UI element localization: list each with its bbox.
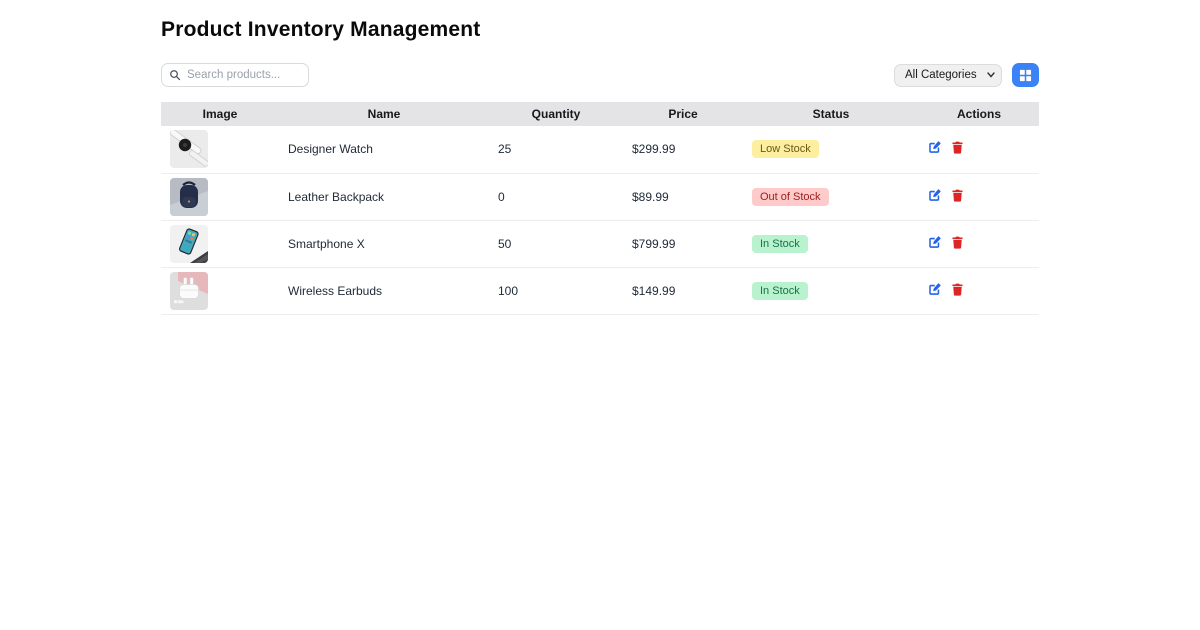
product-quantity: 100	[489, 267, 623, 315]
status-badge: Low Stock	[752, 140, 819, 159]
edit-icon	[929, 188, 941, 201]
page-title: Product Inventory Management	[161, 18, 481, 41]
status-cell: Out of Stock	[743, 173, 919, 221]
backpack-image	[170, 177, 208, 216]
toolbar-right: All Categories	[894, 63, 1039, 87]
status-cell: In Stock	[743, 267, 919, 315]
search-box	[161, 63, 309, 87]
actions-cell	[919, 126, 1039, 174]
table-header-row: Image Name Quantity Price Status Actions	[161, 102, 1039, 126]
product-name: Wireless Earbuds	[279, 267, 489, 315]
category-filter-wrap: All Categories	[894, 63, 1002, 87]
actions-cell	[919, 220, 1039, 268]
trash-icon	[952, 189, 963, 202]
search-icon	[170, 70, 181, 81]
edit-button[interactable]	[928, 141, 941, 154]
status-cell: Low Stock	[743, 126, 919, 174]
edit-button[interactable]	[928, 188, 941, 202]
product-quantity: 50	[489, 220, 623, 268]
delete-button[interactable]	[951, 236, 964, 249]
image-cell	[161, 267, 279, 315]
status-badge: In Stock	[752, 281, 808, 300]
table-row: Wireless Earbuds 100 $149.99 In Stock	[161, 267, 1039, 315]
image-cell	[161, 126, 279, 174]
product-price: $149.99	[623, 267, 743, 315]
delete-button[interactable]	[951, 189, 964, 202]
product-thumbnail	[170, 224, 208, 263]
actions-cell	[919, 173, 1039, 221]
product-quantity: 0	[489, 173, 623, 221]
column-header-image: Image	[161, 102, 279, 126]
column-header-status: Status	[743, 102, 919, 126]
view-toggle-button[interactable]	[1012, 63, 1039, 87]
trash-icon	[952, 283, 963, 296]
main-content: Product Inventory Management All Categor…	[161, 18, 1039, 315]
actions-cell	[919, 267, 1039, 315]
product-price: $89.99	[623, 173, 743, 221]
status-badge: In Stock	[752, 234, 808, 253]
image-cell	[161, 173, 279, 221]
column-header-price: Price	[623, 102, 743, 126]
edit-icon	[929, 141, 941, 154]
toolbar: All Categories	[161, 63, 1039, 87]
product-thumbnail	[170, 271, 208, 310]
earbuds-image	[170, 271, 208, 310]
edit-button[interactable]	[928, 282, 941, 296]
category-filter-select[interactable]: All Categories	[894, 63, 1002, 87]
edit-icon	[929, 235, 941, 248]
status-cell: In Stock	[743, 220, 919, 268]
edit-button[interactable]	[928, 235, 941, 249]
phone-image	[170, 224, 208, 263]
watch-image	[170, 130, 208, 169]
delete-button[interactable]	[951, 141, 964, 154]
product-thumbnail	[170, 130, 208, 169]
table-row: Designer Watch 25 $299.99 Low Stock	[161, 126, 1039, 174]
table-row: Leather Backpack 0 $89.99 Out of Stock	[161, 173, 1039, 221]
trash-icon	[952, 141, 963, 154]
column-header-actions: Actions	[919, 102, 1039, 126]
trash-icon	[952, 236, 963, 249]
table-body: Designer Watch 25 $299.99 Low Stock	[161, 126, 1039, 315]
product-quantity: 25	[489, 126, 623, 174]
product-name: Designer Watch	[279, 126, 489, 174]
column-header-name: Name	[279, 102, 489, 126]
grid-icon	[1019, 69, 1032, 81]
status-badge: Out of Stock	[752, 187, 829, 206]
product-price: $799.99	[623, 220, 743, 268]
product-name: Smartphone X	[279, 220, 489, 268]
delete-button[interactable]	[951, 283, 964, 296]
product-thumbnail	[170, 177, 208, 216]
table-row: Smartphone X 50 $799.99 In Stock	[161, 220, 1039, 268]
product-name: Leather Backpack	[279, 173, 489, 221]
search-input[interactable]	[161, 63, 309, 87]
product-price: $299.99	[623, 126, 743, 174]
image-cell	[161, 220, 279, 268]
column-header-quantity: Quantity	[489, 102, 623, 126]
inventory-table: Image Name Quantity Price Status Actions Desi…	[161, 102, 1039, 315]
edit-icon	[929, 282, 941, 295]
